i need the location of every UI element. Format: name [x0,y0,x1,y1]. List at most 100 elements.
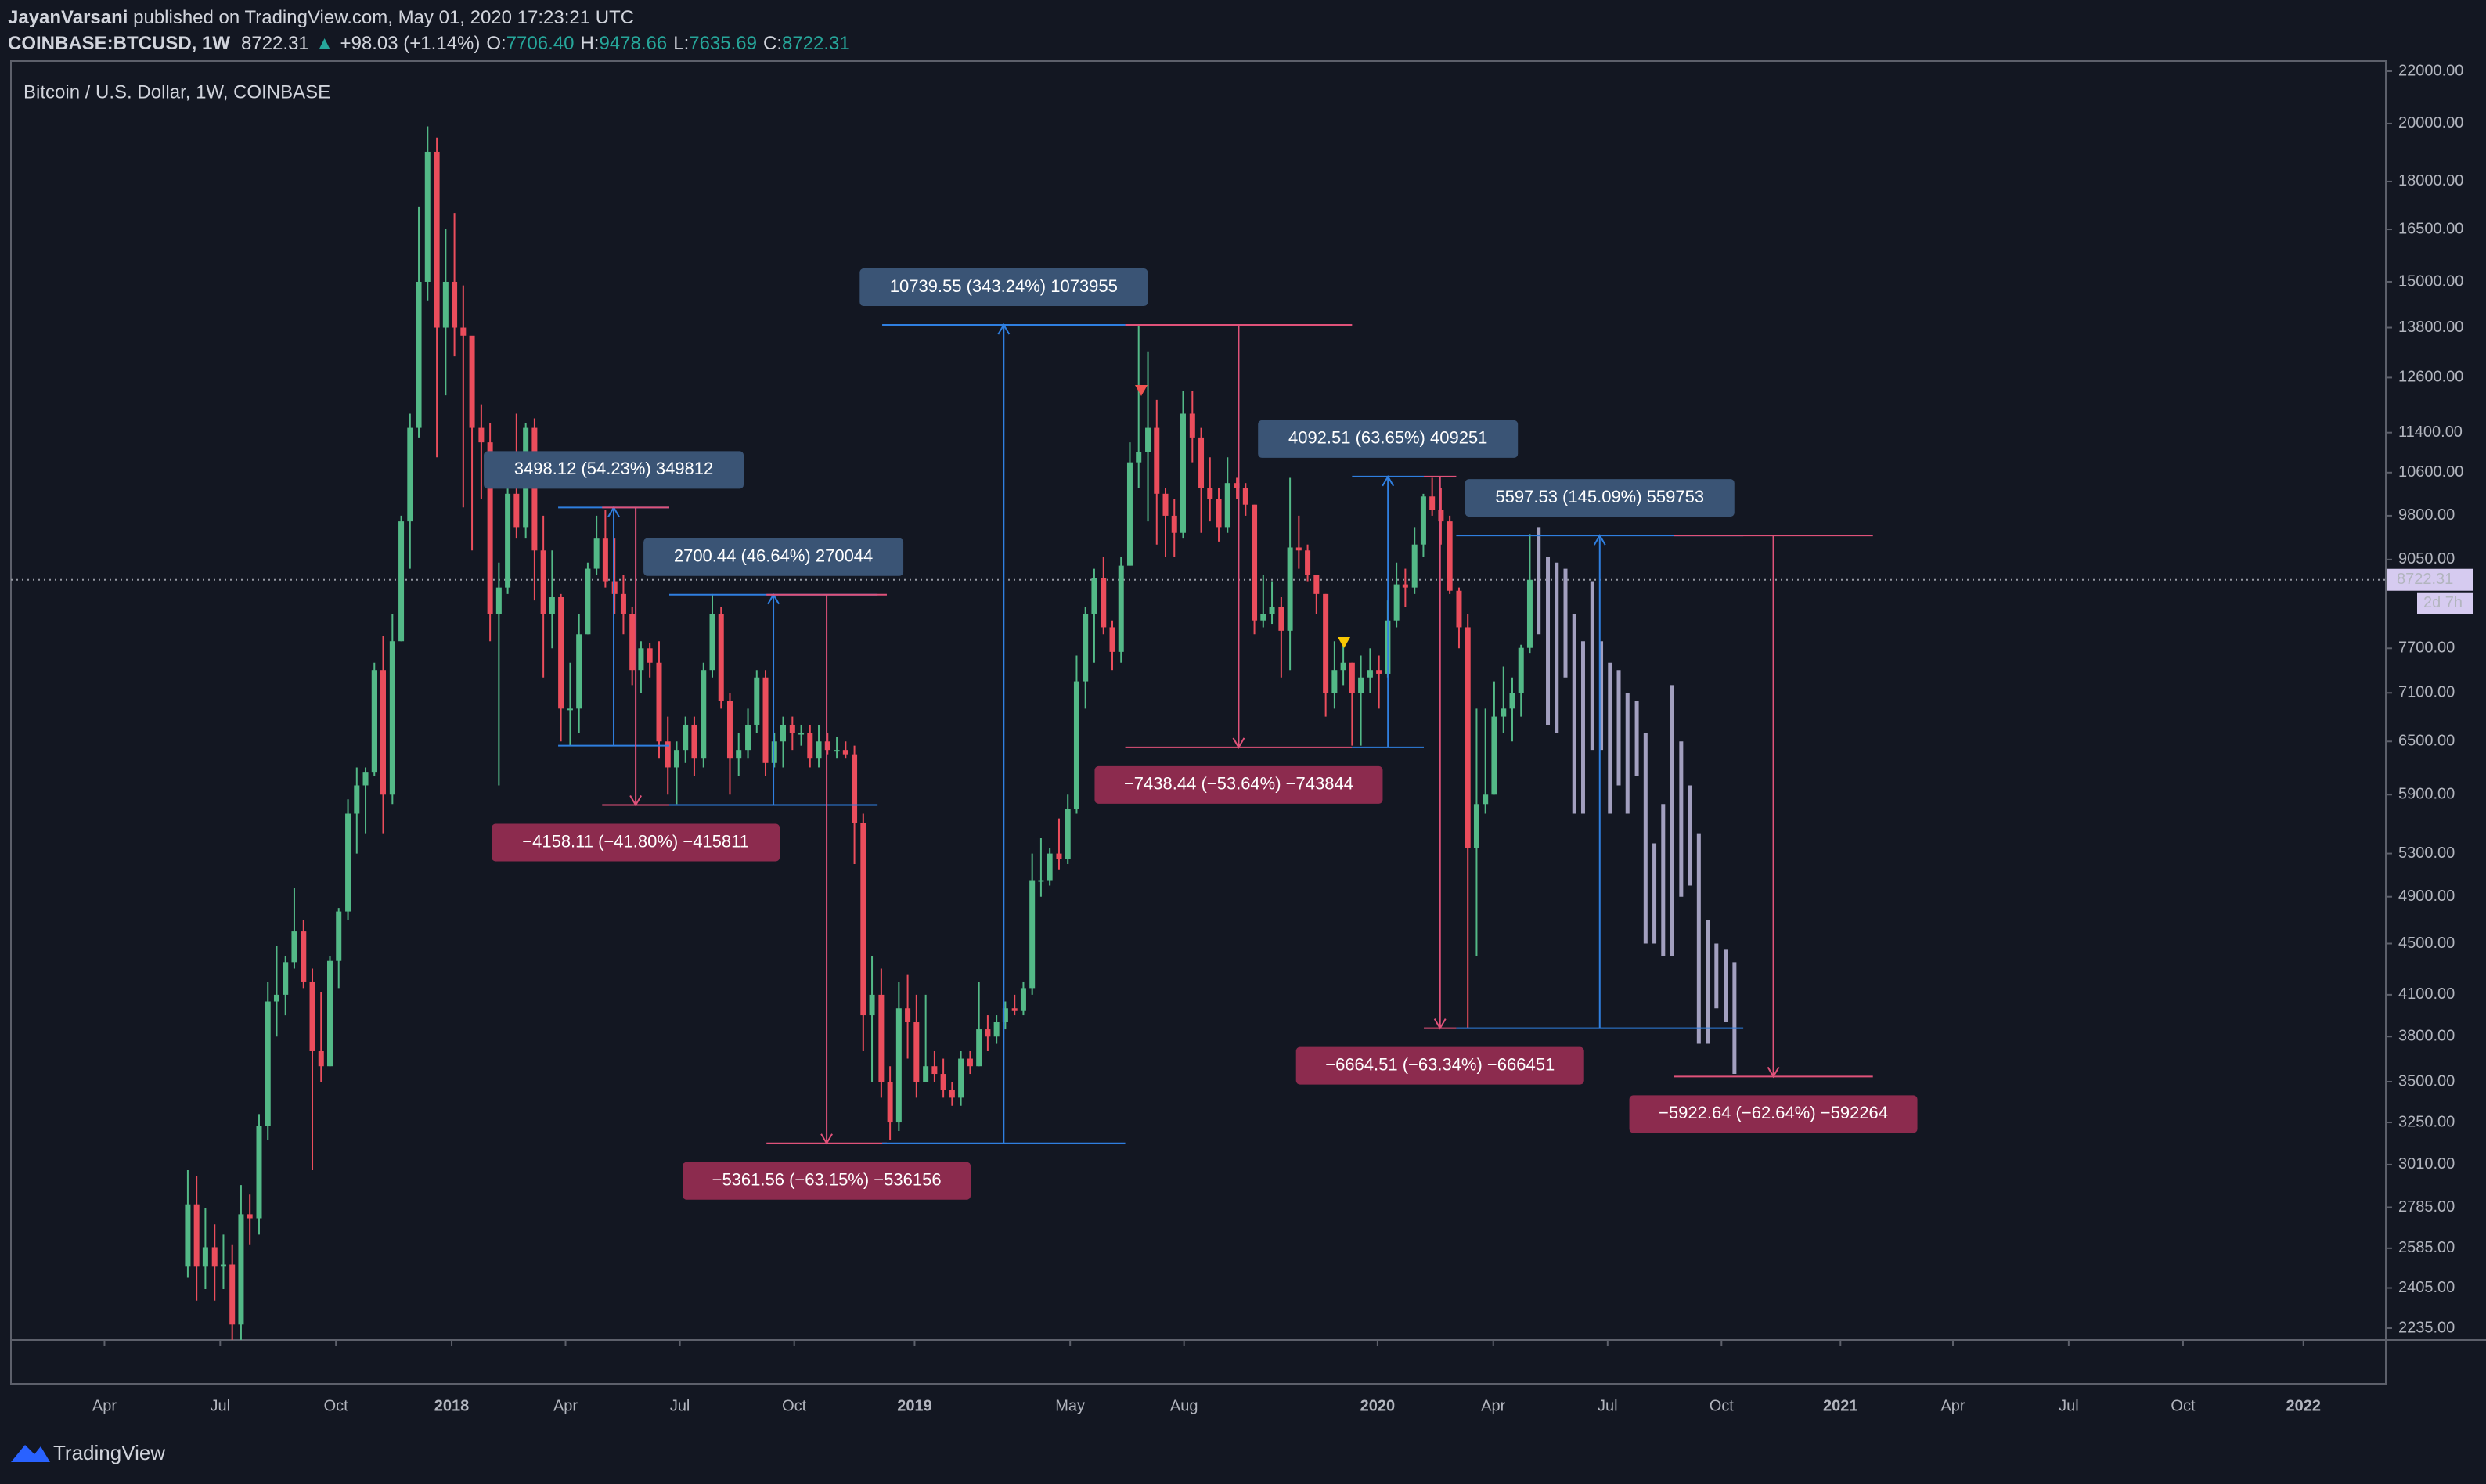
measure-arrowhead [1433,1018,1447,1030]
candle-body [789,724,795,733]
measure-label-box [643,538,904,576]
candle-body [1145,427,1151,452]
candle-body [869,994,875,1016]
candle-body [531,427,538,551]
candle-body [993,1022,1000,1037]
y-tick-label: 3010.00 [2398,1155,2455,1172]
x-tick-label: Apr [1481,1397,1505,1414]
candle-body [380,670,387,795]
y-tick-label: 5300.00 [2398,845,2455,862]
candle-body [923,1066,929,1082]
ohlc-value: 7706.40 [506,33,575,54]
candle-body [1207,488,1213,499]
y-tick-label: 2785.00 [2398,1198,2455,1216]
countdown-box [2417,592,2473,614]
candle-body [842,750,848,755]
measure-label: −5922.64 (−62.64%) −592264 [1659,1103,1888,1122]
y-tick-label: 20000.00 [2398,114,2463,131]
candle-body [452,281,458,328]
candle-body [709,614,715,671]
candle-body [887,1082,893,1123]
header-line: JayanVarsani published on TradingView.co… [8,7,634,28]
x-tick-label: Oct [782,1397,807,1414]
candle-body [362,772,369,786]
candle-body [345,813,351,912]
candle-body [629,614,636,671]
candle-body [1136,452,1142,463]
candle-body [1083,614,1089,682]
measure-arrowhead [1593,534,1606,546]
candle-body [1171,515,1177,533]
candle-body [416,281,422,428]
candle-body [1180,413,1186,533]
measure-arrowhead [1382,474,1395,487]
candle-body [1518,647,1524,693]
candle-body [949,1090,955,1098]
candle-body [469,335,475,428]
candle-body [585,568,591,635]
candle-body [940,1074,946,1090]
candle-body [656,662,662,742]
candle-body [638,648,644,671]
y-tick-label: 9800.00 [2398,506,2455,524]
x-tick-label: Apr [1940,1397,1965,1414]
candle-body [1109,627,1115,652]
measure-label: 3498.12 (54.23%) 349812 [514,459,713,478]
marker-down [1135,385,1148,396]
countdown: 2d 7h [2423,594,2463,611]
ohlc-label: H: [580,33,599,54]
measure-label-box [1295,1046,1584,1085]
y-tick-label: 3800.00 [2398,1028,2455,1045]
candle-body [1038,880,1044,882]
candle-body [602,538,608,582]
x-tick-label: 2018 [434,1397,470,1414]
candle-body [283,962,289,995]
candle-body [273,994,279,1002]
ticker-line: COINBASE:BTCUSD, 1W 8722.31 ▲ +98.03 (+1.14… [8,33,850,54]
y-tick-label: 2405.00 [2398,1279,2455,1296]
measure-label-box [683,1162,971,1200]
candle-body [771,741,777,763]
candle-body [1473,804,1479,849]
candle-body [1020,988,1026,1011]
candle-body [1287,547,1293,631]
candle-body [460,327,467,336]
candle-body [1465,627,1471,849]
candle-body [780,724,786,742]
price-tag: 8722.31 [2397,571,2453,588]
x-tick-label: Apr [553,1397,578,1414]
brand: TradingView [53,1441,165,1464]
x-tick-label: Oct [2171,1397,2196,1414]
ohlc-value: 9478.66 [599,33,667,54]
x-tick-label: 2020 [1360,1397,1396,1414]
measure-label-box [1465,479,1735,517]
candle-body [1252,504,1258,621]
plot-area [11,126,2386,1340]
candle-body [567,708,573,711]
candle-body [220,1264,226,1267]
candle-body [967,1058,973,1067]
candle-body [1358,677,1364,693]
candle-body [309,981,315,1051]
candle-body [1242,488,1248,505]
candle-body [211,1247,218,1267]
candle-body [407,427,413,522]
measure-arrowhead [820,1133,833,1145]
candle-body [798,733,805,735]
candle-body [1402,584,1408,588]
candle-body [549,597,555,614]
measure-label: −5361.56 (−63.15%) −536156 [712,1170,942,1190]
candle-body [1331,670,1338,693]
candle-body [326,960,333,1067]
candle-body [1456,590,1462,628]
chart-title: Bitcoin / U.S. Dollar, 1W, COINBASE [23,81,330,103]
candle-body [558,597,564,709]
candle-body [424,151,431,282]
candle-body [434,151,440,328]
measure-label: 2700.44 (46.64%) 270044 [674,546,873,566]
y-tick-label: 4900.00 [2398,888,2455,905]
candle-body [1216,499,1222,528]
candle-body [824,741,830,751]
